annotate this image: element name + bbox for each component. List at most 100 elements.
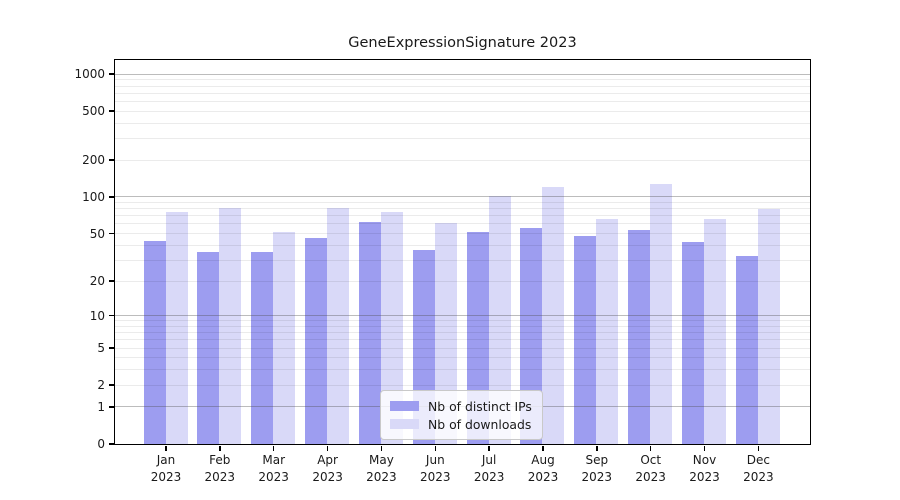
bar-dec-distinct-ips	[735, 256, 758, 444]
bar-aug-distinct-ips	[520, 227, 543, 444]
x-tick-mark-sep	[596, 445, 598, 451]
bar-jan-downloads	[165, 211, 188, 444]
x-tick-label-jul: Jul 2023	[473, 453, 505, 484]
gridline-minor-600	[114, 100, 810, 102]
y-tick-label-100: 100	[82, 189, 105, 204]
bar-jul-downloads	[488, 195, 511, 444]
x-tick-mark-nov	[703, 445, 706, 451]
x-tick-label-oct: Oct 2023	[635, 453, 666, 484]
gridline-major-1000	[114, 73, 810, 75]
y-tick-mark-50	[108, 232, 114, 235]
x-tick-label-nov: Nov 2023	[689, 453, 720, 484]
plot-area	[113, 58, 811, 445]
y-tick-mark-10	[108, 314, 114, 317]
bar-nov-downloads	[704, 219, 726, 444]
x-tick-label-jun: Jun 2023	[420, 453, 451, 484]
legend-row-distinct-ips: Nb of distinct IPs	[390, 397, 532, 415]
gridline-minor-200	[114, 159, 810, 161]
gridline-minor-5	[114, 347, 810, 349]
gridline-minor-30	[114, 259, 810, 261]
x-tick-label-jan: Jan 2023	[150, 453, 182, 484]
x-tick-mark-jun	[434, 445, 436, 451]
chart-title: GeneExpressionSignature 2023	[348, 35, 577, 51]
x-tick-label-aug: Aug 2023	[527, 453, 559, 484]
gridline-minor-500	[114, 110, 810, 112]
gridline-minor-80	[114, 208, 810, 210]
y-tick-label-5: 5	[97, 341, 105, 356]
legend-label-downloads: Nb of downloads	[428, 416, 532, 432]
y-tick-mark-0	[108, 443, 114, 445]
gridline-minor-800	[114, 85, 810, 87]
x-tick-mark-apr	[326, 445, 329, 451]
y-tick-label-500: 500	[82, 104, 105, 119]
gridline-minor-70	[114, 215, 810, 217]
gridline-minor-3	[114, 369, 810, 371]
x-tick-label-apr: Apr 2023	[312, 453, 343, 484]
x-tick-mark-may	[380, 445, 383, 451]
x-tick-mark-jul	[488, 445, 490, 451]
x-tick-mark-aug	[542, 445, 544, 451]
y-tick-mark-1000	[108, 73, 114, 75]
x-tick-label-may: May 2023	[366, 453, 397, 484]
x-tick-label-mar: Mar 2023	[258, 453, 289, 484]
bar-feb-downloads	[219, 208, 242, 444]
bar-mar-downloads	[273, 231, 296, 444]
y-tick-mark-5	[108, 347, 114, 349]
bar-apr-distinct-ips	[305, 238, 328, 444]
legend-row-downloads: Nb of downloads	[390, 415, 532, 433]
bar-aug-downloads	[542, 186, 565, 444]
x-tick-mark-dec	[757, 445, 760, 451]
gridline-minor-400	[114, 122, 810, 124]
bar-oct-distinct-ips	[628, 229, 651, 444]
bar-oct-downloads	[650, 183, 673, 444]
y-tick-label-10: 10	[89, 308, 105, 323]
bar-sep-downloads	[596, 219, 619, 444]
gridline-minor-6	[114, 339, 810, 341]
gridline-minor-40	[114, 244, 810, 246]
bar-may-downloads	[380, 211, 403, 444]
gridline-minor-9	[114, 320, 810, 322]
bar-jun-downloads	[434, 222, 457, 444]
bar-apr-downloads	[327, 208, 350, 444]
gridline-minor-60	[114, 223, 810, 225]
y-tick-mark-2	[108, 384, 114, 386]
legend-label-distinct-ips: Nb of distinct IPs	[428, 398, 532, 414]
bar-feb-distinct-ips	[197, 251, 220, 444]
gridline-minor-7	[114, 332, 810, 334]
y-tick-label-20: 20	[89, 274, 105, 288]
bar-may-distinct-ips	[358, 221, 381, 444]
legend-swatch-distinct-ips	[390, 401, 419, 411]
legend-swatch-downloads	[390, 419, 419, 429]
bar-jan-distinct-ips	[143, 240, 166, 444]
gridline-minor-20	[114, 280, 810, 282]
y-tick-label-0: 0	[97, 437, 105, 451]
x-tick-mark-feb	[219, 445, 221, 451]
y-tick-mark-20	[108, 280, 114, 282]
gridline-major-10	[114, 315, 810, 317]
y-tick-mark-500	[108, 110, 114, 112]
x-tick-label-feb: Feb 2023	[204, 453, 236, 484]
y-tick-label-2: 2	[97, 378, 105, 393]
y-tick-mark-200	[108, 159, 114, 161]
y-tick-mark-100	[108, 196, 114, 198]
x-tick-mark-jan	[165, 445, 167, 451]
y-tick-mark-1	[108, 406, 114, 408]
gridline-minor-900	[114, 79, 810, 81]
bar-sep-distinct-ips	[574, 236, 597, 444]
gridline-minor-4	[114, 357, 810, 359]
gridline-minor-700	[114, 92, 810, 94]
y-tick-label-1000: 1000	[74, 67, 105, 81]
gridline-minor-50	[114, 233, 810, 234]
x-tick-mark-oct	[649, 445, 652, 451]
gridline-minor-90	[114, 201, 810, 203]
gridline-minor-2	[114, 384, 810, 386]
gridline-minor-8	[114, 325, 810, 327]
x-tick-label-sep: Sep 2023	[581, 453, 613, 484]
gridline-major-100	[114, 196, 810, 198]
legend: Nb of distinct IPs Nb of downloads	[380, 390, 543, 440]
y-tick-label-1: 1	[97, 399, 105, 414]
x-tick-label-dec: Dec 2023	[743, 453, 774, 484]
x-tick-mark-mar	[272, 445, 275, 451]
bar-nov-distinct-ips	[682, 242, 704, 444]
